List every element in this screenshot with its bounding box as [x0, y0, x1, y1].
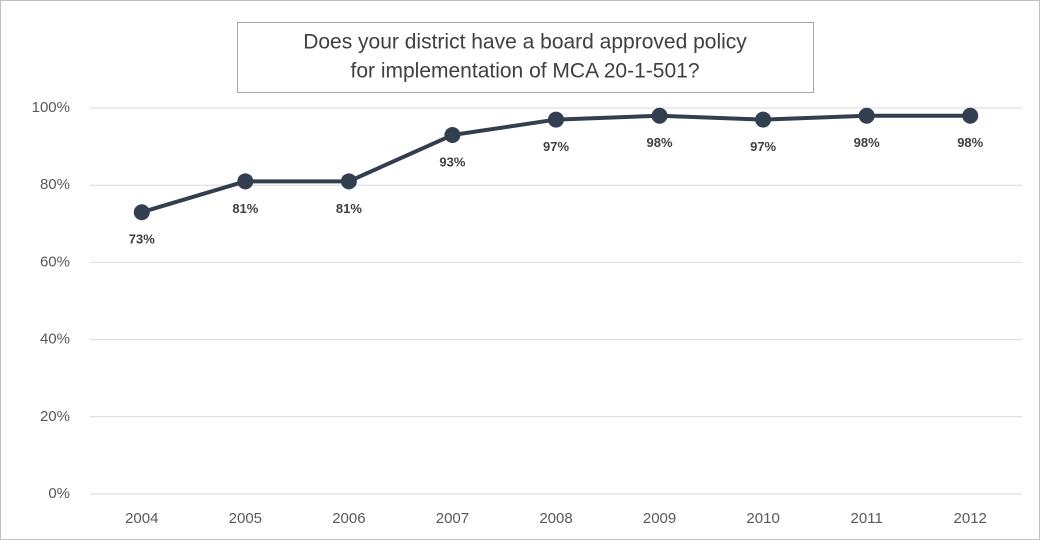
x-tick-label: 2008: [539, 510, 572, 527]
data-label: 97%: [750, 139, 776, 154]
title-box: [237, 22, 814, 93]
y-tick-label: 40%: [40, 331, 70, 348]
data-label: 81%: [232, 201, 258, 216]
y-tick-label: 80%: [40, 176, 70, 193]
y-tick-label: 0%: [48, 485, 70, 502]
data-point: [548, 111, 564, 128]
y-tick-label: 20%: [40, 408, 70, 425]
data-point: [962, 107, 979, 124]
data-point: [444, 127, 461, 144]
x-tick-label: 2006: [332, 510, 365, 527]
x-tick-label: 2012: [954, 510, 987, 527]
data-label: 93%: [439, 154, 465, 169]
x-tick-label: 2005: [229, 510, 262, 527]
y-tick-label: 100%: [32, 99, 70, 116]
x-tick-label: 2004: [125, 510, 158, 527]
data-point: [237, 173, 254, 190]
data-label: 98%: [854, 135, 880, 150]
data-label: 98%: [647, 135, 673, 150]
data-label: 98%: [957, 135, 983, 150]
y-tick-label: 60%: [40, 253, 70, 270]
data-point: [858, 107, 875, 124]
data-point: [651, 107, 668, 124]
x-tick-label: 2011: [851, 510, 883, 527]
data-label: 81%: [336, 201, 362, 216]
chart-title: for implementation of MCA 20-1-501?: [350, 60, 699, 83]
x-tick-label: 2007: [436, 510, 469, 527]
data-label: 73%: [129, 232, 155, 247]
data-point: [755, 111, 772, 128]
data-point: [133, 204, 150, 221]
chart-title: Does your district have a board approved…: [303, 31, 747, 54]
x-tick-label: 2010: [746, 510, 779, 527]
x-tick-label: 2009: [643, 510, 676, 527]
data-point: [340, 173, 357, 190]
data-label: 97%: [543, 139, 569, 154]
